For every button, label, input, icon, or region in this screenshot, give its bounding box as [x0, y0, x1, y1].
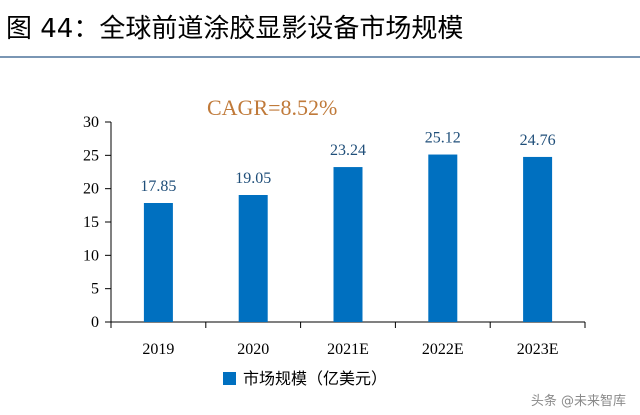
legend: 市场规模（亿美元） [223, 369, 387, 388]
bar-2019 [143, 203, 173, 322]
cagr-annotation: CAGR=8.52% [207, 95, 337, 120]
data-label-2021E: 23.24 [330, 142, 366, 159]
y-tick-label: 0 [91, 314, 99, 331]
x-axis: 2019 2020 2021E 2022E 2023E [110, 321, 586, 358]
y-tick-label: 25 [83, 147, 99, 164]
data-label-2022E: 25.12 [425, 130, 461, 147]
y-tick-label: 20 [83, 181, 99, 198]
y-tick-label: 30 [83, 114, 99, 131]
bars [143, 154, 553, 322]
legend-label: 市场规模（亿美元） [243, 369, 387, 388]
bar-2020 [238, 195, 268, 322]
x-tick-label-2022E: 2022E [422, 341, 464, 358]
y-axis: 0 5 10 15 20 25 30 [83, 114, 112, 331]
y-tick-label: 10 [83, 247, 99, 264]
data-label-2020: 19.05 [235, 170, 271, 187]
x-tick-label-2020: 2020 [237, 341, 269, 358]
x-tick-label-2021E: 2021E [327, 341, 369, 358]
y-tick-label: 15 [83, 214, 99, 231]
x-tick-label-2019: 2019 [142, 341, 174, 358]
title-divider [0, 56, 640, 58]
data-label-2023E: 24.76 [520, 132, 556, 149]
bar-chart: 0 5 10 15 20 25 30 2019 2020 2021E 2022E 2023E 17.… [83, 95, 586, 388]
figure-title: 图 44：全球前道涂胶显影设备市场规模 [6, 14, 464, 44]
legend-swatch [223, 372, 236, 385]
bar-2023E [523, 156, 553, 322]
data-labels: 17.85 19.05 23.24 25.12 24.76 [140, 130, 555, 195]
watermark: 头条 @未来智库 [530, 394, 626, 409]
x-tick-label-2023E: 2023E [517, 341, 559, 358]
y-tick-label: 5 [91, 281, 99, 298]
bar-2022E [428, 154, 458, 322]
bar-2021E [333, 167, 363, 322]
data-label-2019: 17.85 [140, 178, 176, 195]
